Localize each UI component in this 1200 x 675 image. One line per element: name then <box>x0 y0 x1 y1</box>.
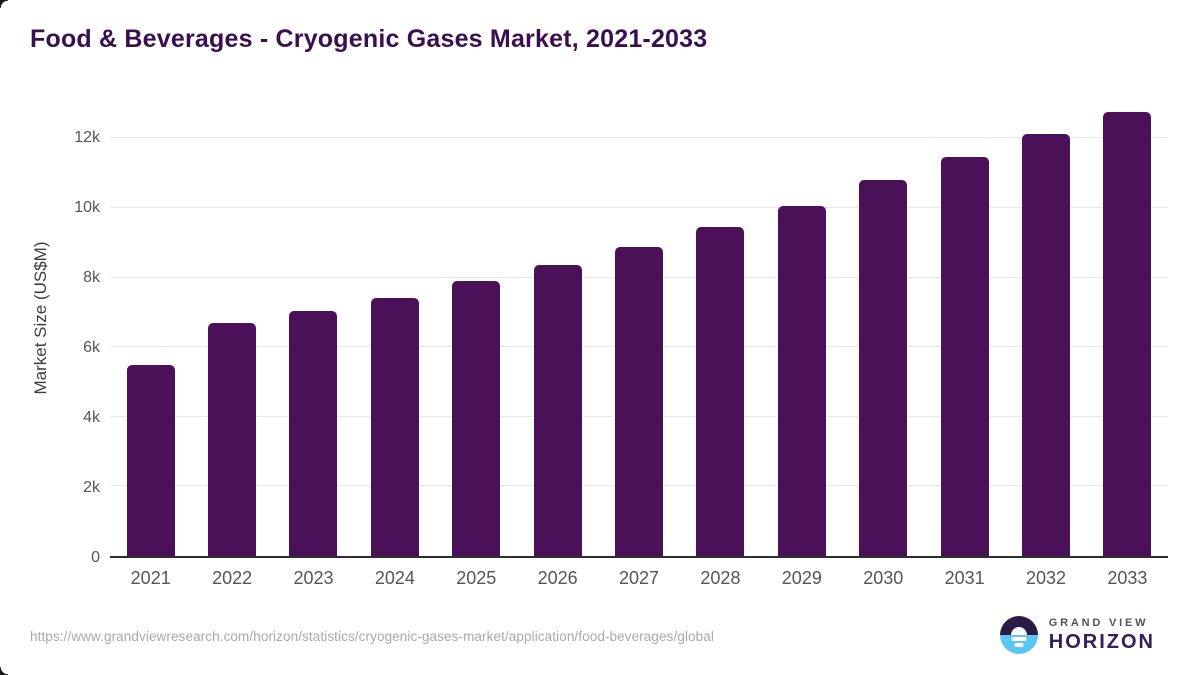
bar-2023[interactable] <box>289 311 338 556</box>
bar-2026[interactable] <box>533 264 582 556</box>
x-axis-label-2022: 2022 <box>212 568 253 588</box>
y-axis-tick-label: 4k <box>83 409 100 427</box>
bar-2030[interactable] <box>859 180 908 556</box>
bar-2024[interactable] <box>370 298 419 556</box>
x-axis-label-2026: 2026 <box>537 568 578 588</box>
reflection-line <box>1014 643 1024 647</box>
logo-line-grand-view: GRAND VIEW <box>1048 617 1149 629</box>
bar-slot-2023 <box>273 100 354 556</box>
bar-slot-2024 <box>354 100 435 556</box>
x-axis-label-2029: 2029 <box>781 568 822 588</box>
horizon-sun-icon <box>999 616 1038 654</box>
grand-view-horizon-logo: GRAND VIEW HORIZON <box>999 616 1155 654</box>
bar-slot-2033 <box>1087 100 1168 556</box>
bar-2031[interactable] <box>940 157 989 556</box>
plot-area <box>110 100 1168 558</box>
x-axis-label-2033: 2033 <box>1107 568 1148 588</box>
gridline-12k <box>110 137 1168 139</box>
bar-2032[interactable] <box>1021 134 1070 556</box>
logo-line-horizon: HORIZON <box>1048 631 1155 653</box>
bar-slot-2027 <box>598 100 679 556</box>
bar-slot-2029 <box>761 100 842 556</box>
bar-2027[interactable] <box>615 246 664 556</box>
x-axis-label-2021: 2021 <box>130 568 171 588</box>
bar-2025[interactable] <box>452 281 501 556</box>
sun-arch-shape <box>1010 627 1027 635</box>
x-axis-label-2027: 2027 <box>619 568 660 588</box>
bar-slot-2028 <box>680 100 761 556</box>
x-axis-label-2024: 2024 <box>374 568 415 588</box>
bar-2028[interactable] <box>696 227 745 556</box>
bar-slot-2031 <box>924 100 1005 556</box>
y-axis-tick-label: 8k <box>83 269 100 287</box>
logo-text: GRAND VIEW HORIZON <box>1048 617 1155 653</box>
chart-title: Food & Beverages - Cryogenic Gases Marke… <box>30 25 708 53</box>
reflection-line <box>1011 637 1027 641</box>
y-axis-tick-label: 0 <box>91 549 100 566</box>
x-axis-label-2032: 2032 <box>1025 568 1067 588</box>
bar-series <box>110 100 1168 556</box>
x-axis-label-2028: 2028 <box>700 568 741 588</box>
bar-slot-2026 <box>517 100 598 556</box>
bar-slot-2032 <box>1005 100 1086 556</box>
bar-2029[interactable] <box>777 205 826 556</box>
x-axis-label-2023: 2023 <box>293 568 334 588</box>
bar-slot-2030 <box>843 100 924 556</box>
corner-artifact <box>0 667 8 675</box>
x-axis-label-2031: 2031 <box>944 568 985 588</box>
x-axis-tick-labels: 2021 2022 2023 2024 2025 2026 2027 2028 2029 2030… <box>110 568 1168 589</box>
bar-2022[interactable] <box>208 323 257 556</box>
y-axis-tick-labels: 0 2k 4k 6k 8k 10k 12k <box>30 100 100 566</box>
y-axis-tick-label: 12k <box>74 129 100 147</box>
bar-2021[interactable] <box>126 365 175 556</box>
bar-2033[interactable] <box>1103 111 1152 556</box>
bar-slot-2022 <box>191 100 272 556</box>
y-axis-tick-label: 6k <box>83 339 100 357</box>
x-axis-label-2030: 2030 <box>863 568 904 588</box>
corner-artifact <box>0 0 8 8</box>
gridline-10k <box>110 206 1168 208</box>
x-axis-label-2025: 2025 <box>456 568 497 588</box>
y-axis-tick-label: 10k <box>74 199 100 217</box>
y-axis-tick-label: 2k <box>83 479 100 497</box>
source-url: https://www.grandviewresearch.com/horizo… <box>30 629 714 644</box>
bar-slot-2021 <box>110 100 191 556</box>
bar-slot-2025 <box>436 100 517 556</box>
